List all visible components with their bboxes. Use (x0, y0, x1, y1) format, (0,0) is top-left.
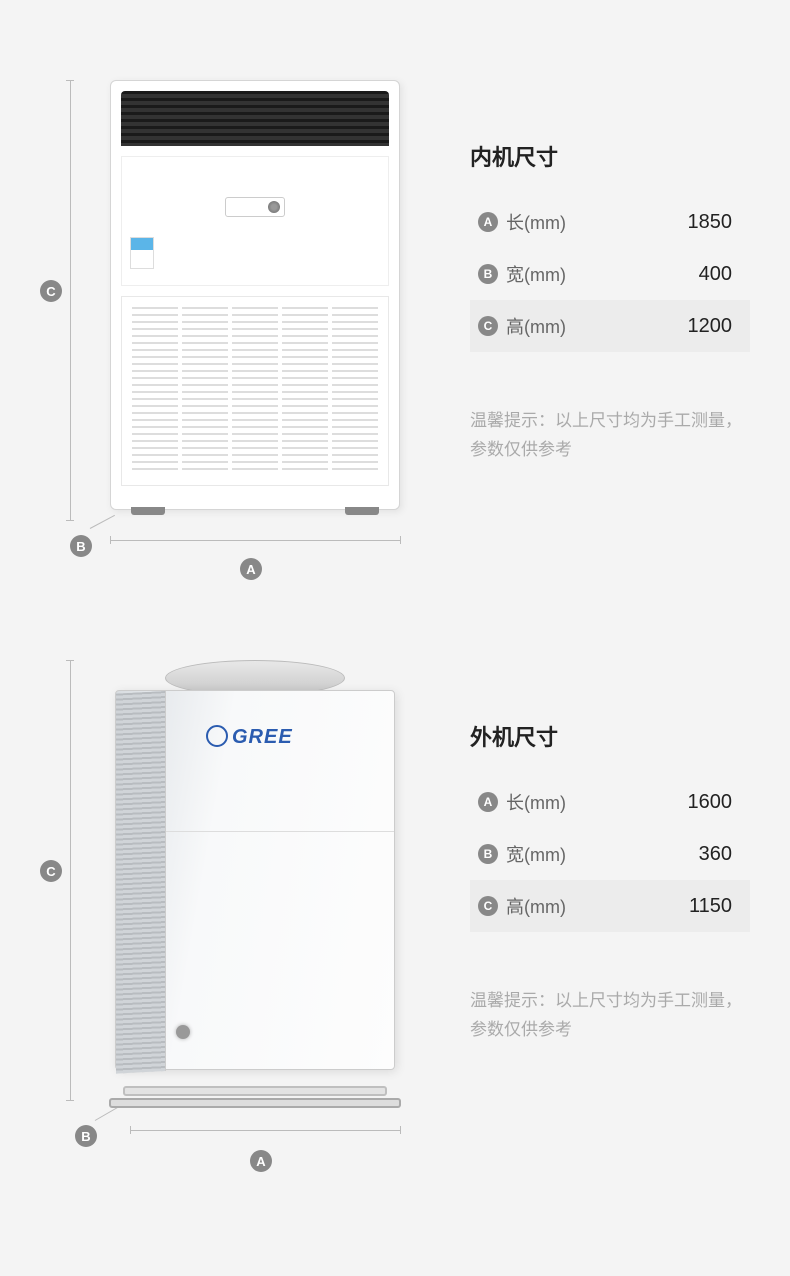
rail (109, 1098, 401, 1108)
spec-value: 1150 (689, 895, 732, 918)
spec-label: A 长(mm) (478, 209, 566, 235)
indoor-unit-illustration (110, 80, 400, 510)
dim-tick (66, 1100, 74, 1101)
indoor-spec-title: 内机尺寸 (470, 140, 750, 172)
spec-value: 1600 (688, 791, 733, 814)
spec-value: 400 (699, 263, 732, 286)
rail (123, 1086, 387, 1096)
outdoor-body: GREE (115, 690, 395, 1070)
dim-tick (400, 536, 401, 544)
outdoor-unit-illustration: GREE (115, 690, 395, 1090)
spec-badge-a: A (478, 212, 498, 232)
grille-col (332, 307, 378, 475)
outdoor-seam (166, 831, 394, 832)
dim-line-a (110, 540, 400, 541)
dim-tick (66, 80, 74, 81)
spec-row: A 长(mm) 1600 (470, 776, 750, 828)
spec-label-text: 高(mm) (506, 893, 566, 919)
dim-badge-c: C (40, 860, 62, 882)
dim-line-b (90, 515, 115, 529)
spec-row: C 高(mm) 1150 (470, 880, 750, 932)
indoor-display (225, 197, 285, 217)
dim-badge-a: A (240, 558, 262, 580)
outdoor-side-vent (116, 691, 166, 1074)
indoor-spec-note: 温馨提示：以上尺寸均为手工测量，参数仅供参考 (470, 407, 750, 465)
indoor-panel (121, 156, 389, 286)
outdoor-base-rails (109, 1082, 401, 1108)
dim-tick (130, 1126, 131, 1134)
foot (131, 507, 165, 515)
indoor-section: C B A (0, 0, 790, 600)
dim-line-c (70, 80, 71, 520)
indoor-specs: 内机尺寸 A 长(mm) 1850 B 宽(mm) 400 C 高(mm) 12… (470, 80, 750, 465)
spec-badge-c: C (478, 896, 498, 916)
dim-tick (66, 520, 74, 521)
indoor-grille (121, 296, 389, 486)
spec-label-text: 长(mm) (506, 209, 566, 235)
spec-row: B 宽(mm) 400 (470, 248, 750, 300)
spec-label-text: 长(mm) (506, 789, 566, 815)
grille-col (132, 307, 178, 475)
spec-value: 1200 (688, 315, 733, 338)
outdoor-spec-note: 温馨提示：以上尺寸均为手工测量，参数仅供参考 (470, 987, 750, 1045)
dim-tick (110, 536, 111, 544)
spec-badge-b: B (478, 844, 498, 864)
indoor-feet (131, 507, 379, 517)
spec-label: C 高(mm) (478, 313, 566, 339)
indoor-top-vent (121, 91, 389, 146)
spec-row: A 长(mm) 1850 (470, 196, 750, 248)
indoor-knob-icon (268, 201, 280, 213)
spec-row: C 高(mm) 1200 (470, 300, 750, 352)
dim-badge-c: C (40, 280, 62, 302)
spec-label: B 宽(mm) (478, 841, 566, 867)
energy-label-icon (130, 237, 154, 269)
spec-badge-c: C (478, 316, 498, 336)
dim-badge-b: B (75, 1125, 97, 1147)
brand-logo: GREE (206, 726, 293, 749)
outdoor-port-icon (176, 1025, 190, 1039)
outdoor-spec-title: 外机尺寸 (470, 720, 750, 752)
spec-row: B 宽(mm) 360 (470, 828, 750, 880)
spec-label: C 高(mm) (478, 893, 566, 919)
foot (345, 507, 379, 515)
grille-col (182, 307, 228, 475)
dim-badge-b: B (70, 535, 92, 557)
outdoor-specs: 外机尺寸 A 长(mm) 1600 B 宽(mm) 360 C 高(mm) 11… (470, 660, 750, 1045)
grille-col (282, 307, 328, 475)
spec-badge-a: A (478, 792, 498, 812)
dim-line-c (70, 660, 71, 1100)
dim-line-a (130, 1130, 400, 1131)
dim-tick (66, 660, 74, 661)
dim-tick (400, 1126, 401, 1134)
grille-col (232, 307, 278, 475)
spec-label-text: 宽(mm) (506, 841, 566, 867)
dim-badge-a: A (250, 1150, 272, 1172)
spec-badge-b: B (478, 264, 498, 284)
spec-label: A 长(mm) (478, 789, 566, 815)
spec-value: 1850 (688, 211, 733, 234)
spec-label-text: 宽(mm) (506, 261, 566, 287)
spec-label-text: 高(mm) (506, 313, 566, 339)
spec-label: B 宽(mm) (478, 261, 566, 287)
spec-value: 360 (699, 843, 732, 866)
outdoor-section: C B A GREE 外机尺寸 A 长(mm (0, 600, 790, 1240)
